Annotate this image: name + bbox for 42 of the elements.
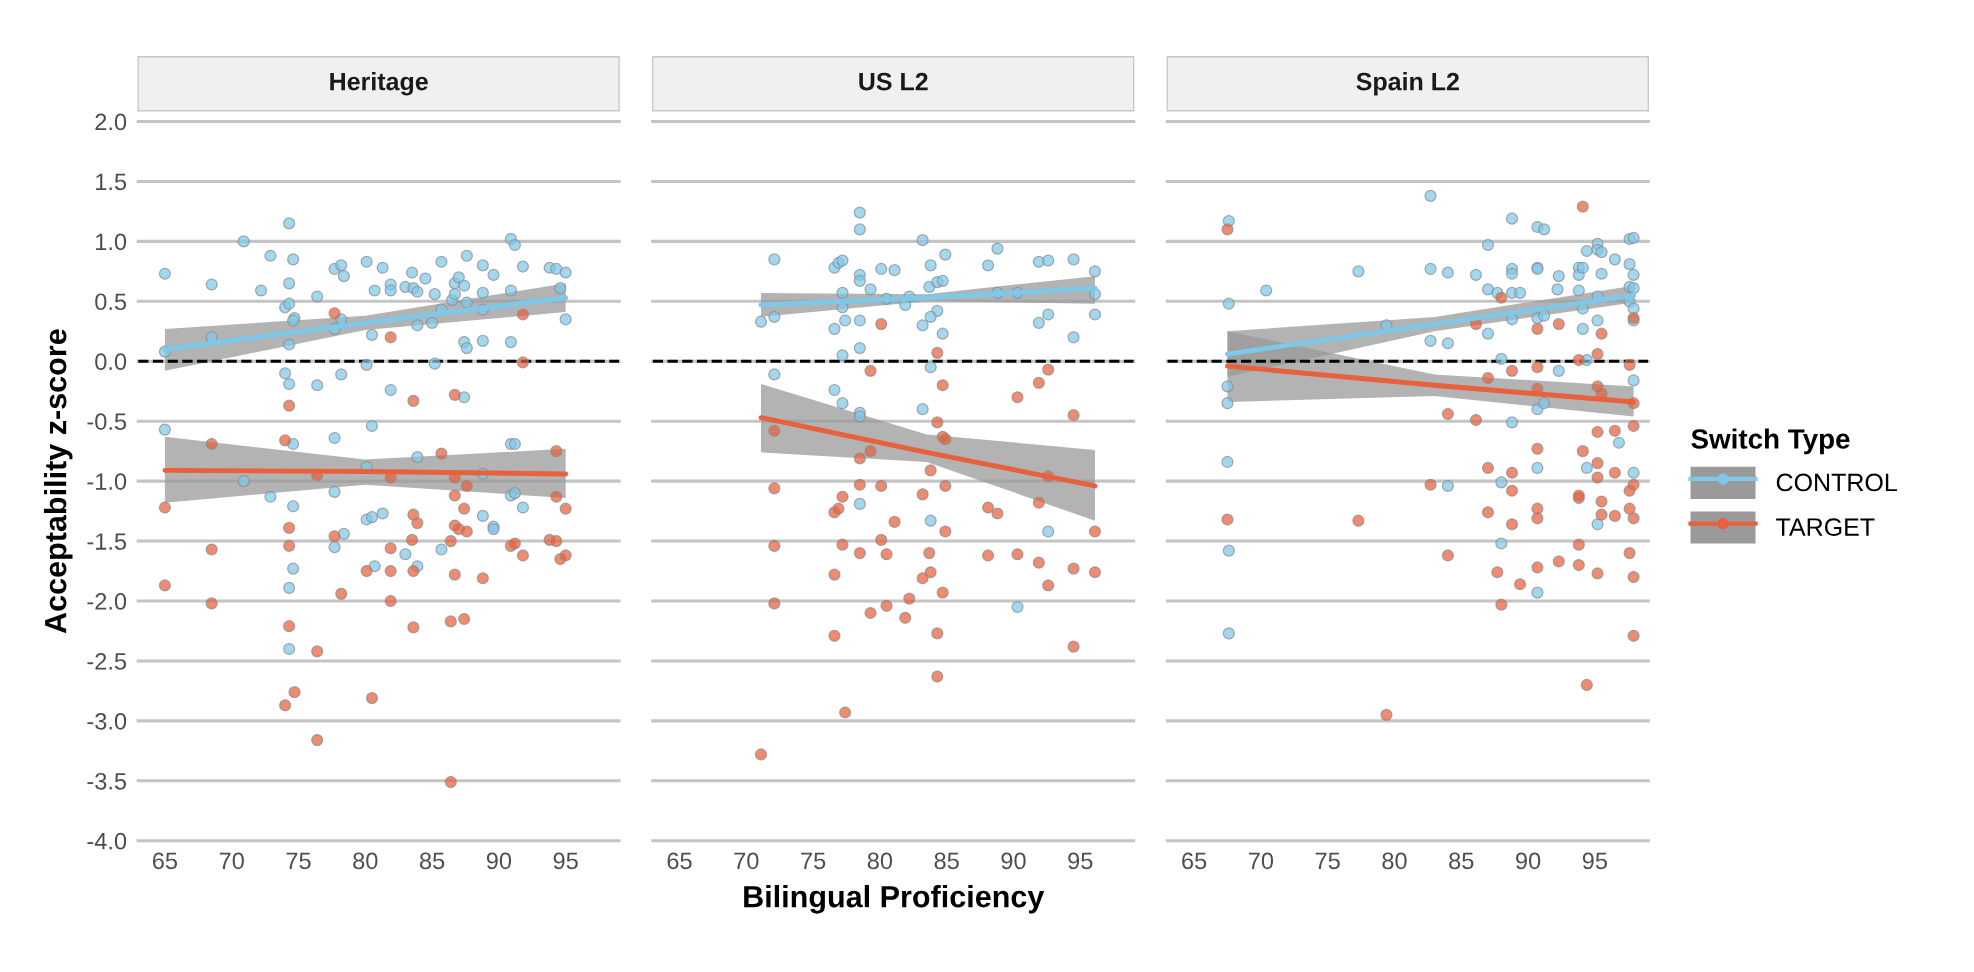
y-tick-label: 0.5 <box>95 293 127 311</box>
legend-label: CONTROL <box>1776 473 1897 492</box>
y-tick-label: -2.5 <box>87 653 127 670</box>
y-tick-label: 1.0 <box>96 233 127 251</box>
x-tick-label: 65 <box>152 852 178 870</box>
x-tick-label: 75 <box>1315 852 1340 870</box>
legend-title: Switch Type <box>1691 428 1850 455</box>
chart-title: US L2 <box>859 72 928 91</box>
x-tick-label: 85 <box>1449 852 1474 870</box>
y-tick-label: -3.5 <box>87 772 127 790</box>
y-tick-label: -1.5 <box>87 533 127 550</box>
y-tick-label: -0.5 <box>87 413 127 430</box>
x-tick-label: 75 <box>801 852 826 870</box>
x-tick-label: 85 <box>419 852 445 870</box>
x-tick-label: 90 <box>486 852 512 870</box>
y-tick-label: -1.0 <box>87 473 127 490</box>
x-tick-label: 90 <box>1516 852 1541 870</box>
x-tick-label: 70 <box>734 852 759 870</box>
x-tick-label: 70 <box>219 852 244 870</box>
y-tick-label: 0.0 <box>95 353 127 371</box>
x-tick-label: 95 <box>1068 852 1093 870</box>
y-tick-label: 2.0 <box>95 113 127 131</box>
x-tick-label: 75 <box>286 852 311 870</box>
y-axis-title: Acceptability z-score <box>44 329 73 634</box>
x-tick-label: 65 <box>1182 852 1207 870</box>
x-tick-label: 95 <box>553 852 578 870</box>
x-tick-label: 90 <box>1001 852 1026 870</box>
y-tick-label: 1.5 <box>96 173 127 191</box>
chart-title: Spain L2 <box>1356 72 1459 96</box>
x-tick-label: 95 <box>1582 852 1607 870</box>
x-axis-title: Bilingual Proficiency <box>744 885 1045 914</box>
x-tick-label: 80 <box>1382 852 1407 870</box>
x-tick-label: 70 <box>1248 852 1274 870</box>
chart-title: Heritage <box>330 72 428 96</box>
y-tick-label: -2.0 <box>87 593 127 610</box>
x-tick-label: 80 <box>867 852 893 870</box>
x-tick-label: 65 <box>667 852 692 870</box>
x-tick-label: 85 <box>934 852 959 870</box>
x-tick-label: 80 <box>353 852 378 870</box>
y-tick-label: -4.0 <box>87 832 127 850</box>
y-tick-label: -3.0 <box>87 712 127 730</box>
legend-label: TARGET <box>1776 518 1875 536</box>
